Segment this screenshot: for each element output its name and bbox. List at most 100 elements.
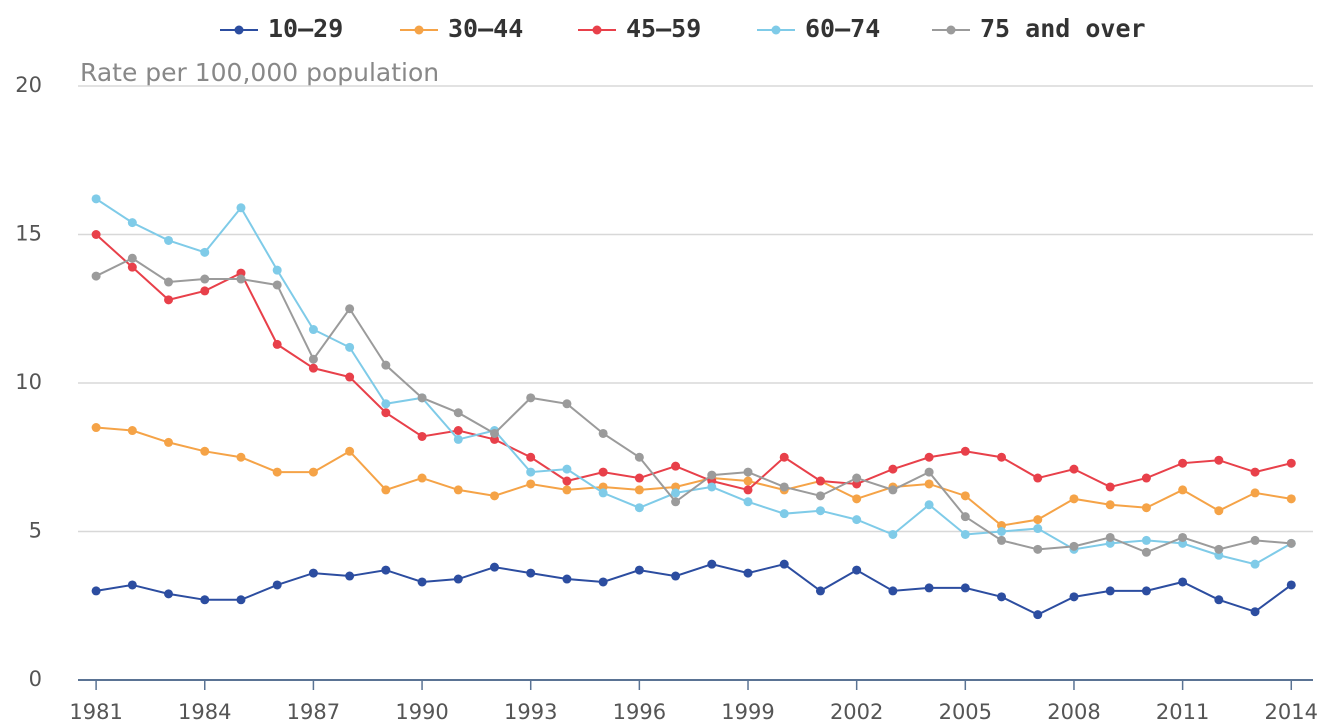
data-point — [1105, 532, 1115, 542]
data-point — [598, 577, 608, 587]
data-point — [91, 423, 101, 433]
data-point — [1286, 538, 1296, 548]
data-point — [91, 271, 101, 281]
data-point — [526, 467, 536, 477]
data-point — [707, 559, 717, 569]
data-point — [272, 265, 282, 275]
data-point — [272, 580, 282, 590]
series-line — [95, 233, 1292, 492]
data-point — [1105, 500, 1115, 510]
data-point — [743, 476, 753, 486]
data-point — [779, 559, 789, 569]
data-point — [1178, 485, 1188, 495]
data-point — [598, 488, 608, 498]
data-point — [91, 194, 101, 204]
data-point — [743, 497, 753, 507]
data-point — [308, 363, 318, 373]
data-point — [562, 476, 572, 486]
series-line — [95, 563, 1292, 616]
data-point — [381, 485, 391, 495]
data-point — [815, 586, 825, 596]
data-point — [852, 565, 862, 575]
data-point — [1141, 503, 1151, 513]
data-point — [200, 274, 210, 284]
data-point — [453, 426, 463, 436]
legend-marker — [592, 25, 602, 35]
data-point — [852, 473, 862, 483]
x-tick-label: 2014 — [1265, 700, 1318, 724]
data-point — [1250, 607, 1260, 617]
data-point — [345, 446, 355, 456]
data-point — [888, 586, 898, 596]
data-point — [236, 274, 246, 284]
data-point — [1069, 592, 1079, 602]
data-point — [489, 491, 499, 501]
y-tick-label: 0 — [29, 667, 42, 691]
series-line — [95, 198, 1292, 566]
data-point — [888, 485, 898, 495]
x-tick-label: 2005 — [939, 700, 992, 724]
data-point — [743, 485, 753, 495]
data-point — [1178, 532, 1188, 542]
data-point — [526, 568, 536, 578]
data-point — [1033, 473, 1043, 483]
data-point — [1141, 535, 1151, 545]
data-point — [453, 485, 463, 495]
data-point — [345, 304, 355, 314]
data-point — [417, 577, 427, 587]
data-point — [707, 482, 717, 492]
data-point — [345, 342, 355, 352]
data-point — [888, 529, 898, 539]
data-point — [852, 494, 862, 504]
data-point — [200, 286, 210, 296]
data-point — [164, 277, 174, 287]
data-point — [345, 571, 355, 581]
data-point — [743, 467, 753, 477]
data-point — [562, 485, 572, 495]
data-point — [1141, 473, 1151, 483]
x-tick-label: 2008 — [1047, 700, 1100, 724]
data-point — [417, 393, 427, 403]
data-point — [1214, 455, 1224, 465]
data-point — [997, 535, 1007, 545]
x-tick-label: 1999 — [721, 700, 774, 724]
data-point — [707, 470, 717, 480]
data-point — [634, 503, 644, 513]
data-point — [164, 437, 174, 447]
y-tick-label: 20 — [15, 73, 42, 97]
data-point — [924, 479, 934, 489]
data-point — [924, 452, 934, 462]
data-point — [1214, 506, 1224, 516]
legend-marker — [234, 25, 244, 35]
data-point — [1250, 559, 1260, 569]
x-tick-label: 1984 — [178, 700, 231, 724]
legend-label: 10–29 — [268, 14, 343, 43]
data-point — [272, 339, 282, 349]
data-point — [308, 325, 318, 335]
data-point — [598, 467, 608, 477]
data-point — [562, 399, 572, 409]
series-line — [95, 257, 1292, 554]
data-point — [634, 473, 644, 483]
data-point — [779, 452, 789, 462]
data-point — [997, 452, 1007, 462]
data-point — [1033, 515, 1043, 525]
x-tick-label: 2011 — [1156, 700, 1209, 724]
data-point — [1286, 494, 1296, 504]
data-point — [91, 230, 101, 239]
data-point — [1069, 541, 1079, 551]
data-point — [127, 262, 137, 272]
series-line — [96, 426, 1292, 527]
y-tick-label: 5 — [29, 519, 42, 543]
data-point — [236, 452, 246, 462]
data-point — [960, 446, 970, 456]
data-point — [272, 467, 282, 477]
data-point — [453, 574, 463, 584]
data-point — [526, 479, 536, 489]
data-point — [779, 509, 789, 519]
x-tick-label: 1990 — [395, 700, 448, 724]
data-point — [1178, 577, 1188, 587]
x-tick-label: 1996 — [613, 700, 666, 724]
